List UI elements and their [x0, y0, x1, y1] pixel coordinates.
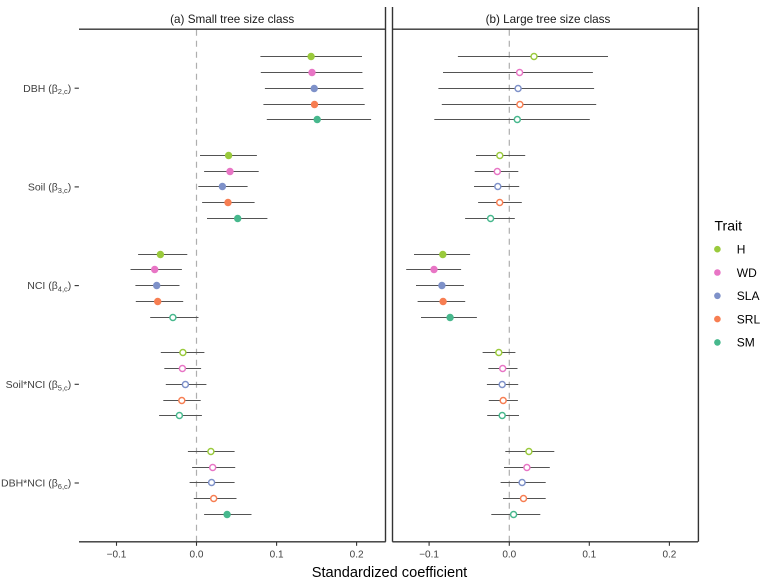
svg-text:Soil*NCI (β5,c): Soil*NCI (β5,c) [6, 379, 72, 392]
svg-text:DBH*NCI (β6,c): DBH*NCI (β6,c) [1, 478, 71, 491]
svg-text:SLA: SLA [737, 289, 760, 303]
svg-text:0.0: 0.0 [502, 549, 516, 560]
svg-text:−0.1: −0.1 [107, 549, 127, 560]
svg-text:SM: SM [737, 336, 755, 350]
svg-text:H: H [737, 243, 746, 257]
svg-text:Trait: Trait [715, 218, 743, 234]
svg-text:(a) Small tree size class: (a) Small tree size class [170, 13, 294, 26]
svg-text:(b) Large tree size class: (b) Large tree size class [486, 13, 611, 26]
svg-text:WD: WD [737, 266, 757, 280]
svg-text:Standardized coefficient: Standardized coefficient [312, 565, 468, 581]
svg-text:0.0: 0.0 [190, 549, 204, 560]
svg-text:0.2: 0.2 [662, 549, 676, 560]
svg-text:SRL: SRL [737, 312, 761, 326]
svg-text:0.2: 0.2 [350, 549, 364, 560]
svg-text:0.1: 0.1 [270, 549, 284, 560]
svg-text:0.1: 0.1 [582, 549, 596, 560]
svg-text:−0.1: −0.1 [419, 549, 439, 560]
